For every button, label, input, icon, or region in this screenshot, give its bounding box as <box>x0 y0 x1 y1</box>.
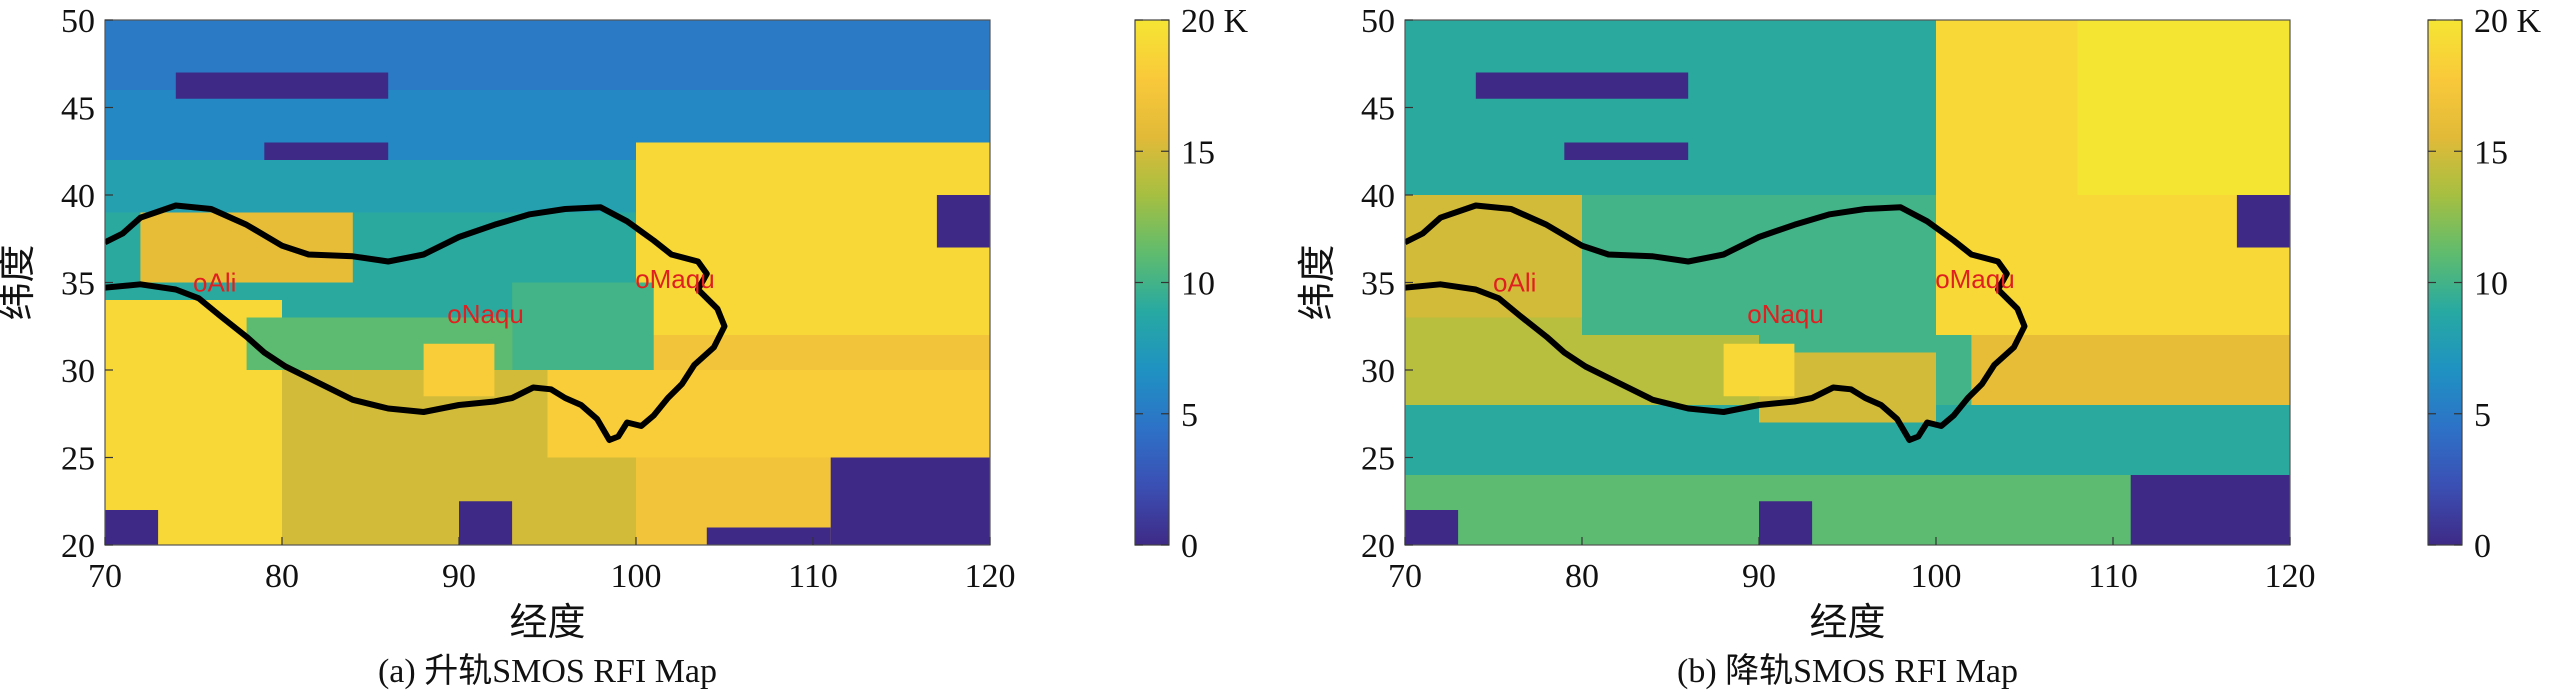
panel-caption: (b) 降轨SMOS RFI Map <box>1677 652 2018 690</box>
x-tick-label: 90 <box>442 558 476 595</box>
plateau-boundary-line <box>105 202 728 443</box>
colorbar-tick-label: 10 <box>1181 266 1215 303</box>
x-tick-label: 110 <box>788 558 838 595</box>
x-axis-label: 经度 <box>509 602 585 644</box>
heatmap-field <box>1405 20 2290 545</box>
city-label-ali: oAli <box>193 267 236 297</box>
plateau-boundary-line <box>1405 202 2028 443</box>
heatmap-region <box>936 195 990 248</box>
y-tick-label: 45 <box>1361 91 1395 128</box>
x-tick-label: 90 <box>1742 558 1776 595</box>
y-axis-label: 纬度 <box>0 244 39 320</box>
x-tick-label: 120 <box>965 558 1016 595</box>
x-axis-label: 经度 <box>1809 602 1885 644</box>
colorbar-tick-label: 15 <box>2474 134 2508 171</box>
colorbar-tick-label: 20 K <box>1181 3 1249 40</box>
colorbar: 0 5 10 15 20 K <box>1134 3 1249 565</box>
heatmap-region <box>1582 230 1936 335</box>
y-tick-label: 50 <box>1361 3 1395 40</box>
heatmap-field <box>105 20 990 545</box>
heatmap-region <box>1475 72 1689 99</box>
y-tick-label: 30 <box>1361 353 1395 390</box>
x-tick-label: 120 <box>2265 558 2316 595</box>
y-axis-label: 纬度 <box>1297 244 1339 320</box>
heatmap-region <box>105 510 159 545</box>
x-tick-label: 100 <box>1911 558 1962 595</box>
y-tick-label: 40 <box>61 178 95 215</box>
heatmap-region <box>2077 20 2290 195</box>
colorbar-tick-label: 0 <box>1181 528 1198 565</box>
heatmap-region <box>1405 510 1459 545</box>
colorbar-tick-label: 0 <box>2474 528 2491 565</box>
heatmap-region <box>2130 475 2290 545</box>
heatmap-region <box>636 142 990 335</box>
colorbar-tick-label: 5 <box>2474 397 2491 434</box>
heatmap-region <box>459 501 513 545</box>
x-tick-label: 100 <box>611 558 662 595</box>
heatmap-region <box>830 457 990 545</box>
heatmap-region <box>512 282 654 370</box>
city-label-ali: oAli <box>1493 267 1536 297</box>
y-tick-label: 35 <box>1361 266 1395 303</box>
colorbar: 0 5 10 15 20 K <box>2427 3 2542 565</box>
heatmap-region <box>1723 343 1795 397</box>
colorbar-tick-label: 20 K <box>2474 3 2542 40</box>
y-tick-label: 45 <box>61 91 95 128</box>
panel-caption: (a) 升轨SMOS RFI Map <box>378 652 717 690</box>
x-tick-label: 70 <box>88 558 122 595</box>
y-tick-label: 30 <box>61 353 95 390</box>
city-label-maqu: oMaqu <box>1935 264 2015 294</box>
x-tick-label: 80 <box>265 558 299 595</box>
colorbar-tick-label: 5 <box>1181 397 1198 434</box>
y-tick-label: 25 <box>61 441 95 478</box>
y-tick-label: 20 <box>61 528 95 565</box>
city-label-naqu: oNaqu <box>447 299 524 329</box>
y-tick-label: 50 <box>61 3 95 40</box>
heatmap-region <box>1759 501 1813 545</box>
heatmap-region <box>706 527 831 545</box>
heatmap-region <box>264 142 389 160</box>
heatmap-region <box>175 72 389 99</box>
colorbar-tick-label: 15 <box>1181 134 1215 171</box>
heatmap-region <box>547 370 990 458</box>
city-label-maqu: oMaqu <box>635 264 715 294</box>
city-label-naqu: oNaqu <box>1747 299 1824 329</box>
x-tick-label: 80 <box>1565 558 1599 595</box>
heatmap-region <box>2236 195 2290 248</box>
y-tick-label: 40 <box>1361 178 1395 215</box>
y-tick-label: 20 <box>1361 528 1395 565</box>
heatmap-region <box>1971 335 2290 405</box>
colorbar-tick-label: 10 <box>2474 266 2508 303</box>
x-tick-label: 70 <box>1388 558 1422 595</box>
x-tick-label: 110 <box>2088 558 2138 595</box>
y-tick-label: 25 <box>1361 441 1395 478</box>
heatmap-region <box>423 343 495 397</box>
heatmap-region <box>1564 142 1689 160</box>
y-tick-label: 35 <box>61 266 95 303</box>
